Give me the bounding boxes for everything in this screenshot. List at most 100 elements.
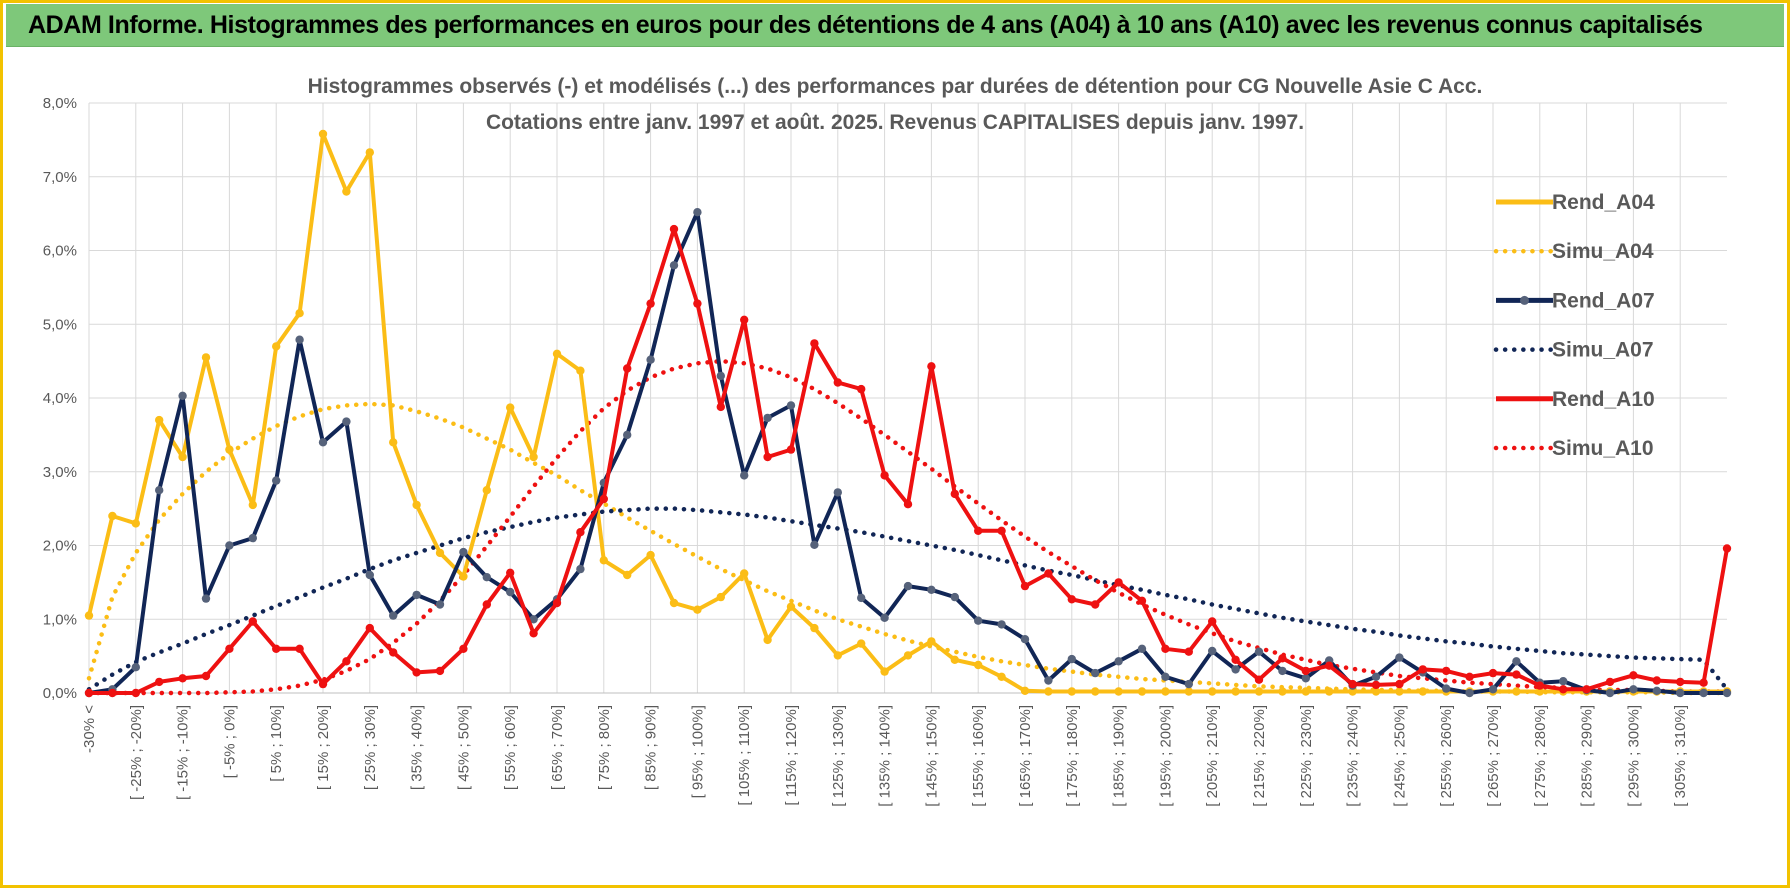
series-rend-a07-point [716, 371, 725, 381]
series-rend-a10-point [740, 315, 749, 324]
series-rend-a07-point [810, 540, 819, 549]
series-rend-a04-point [1184, 687, 1194, 696]
y-tick-label: 4,0% [43, 390, 77, 407]
series-rend-a10-point [529, 629, 538, 638]
series-rend-a10-point [1044, 569, 1053, 578]
x-tick-label: [ 255% ; 260%] [1438, 705, 1455, 807]
series-rend-a07-point [1559, 677, 1568, 686]
series-rend-a07-point [506, 587, 515, 597]
series-rend-a04-point [506, 403, 515, 412]
x-tick-label: [ 75% ; 80%] [596, 705, 613, 790]
x-tick-label: [ 35% ; 40%] [409, 705, 426, 790]
series-rend-a04-point [810, 623, 819, 633]
x-tick-label: [ 85% ; 90%] [643, 705, 660, 790]
series-rend-a10-point [1254, 675, 1264, 684]
series-rend-a07-point [178, 391, 187, 400]
x-tick-label: [ 205% ; 210%] [1204, 705, 1221, 807]
chart-title-line1: Histogrammes observés (-) et modélisés (… [308, 75, 1483, 98]
series-rend-a07-point [1629, 685, 1638, 694]
series-rend-a07-point [1442, 684, 1451, 693]
series-rend-a10-point [1325, 661, 1334, 670]
series-rend-a04-point [693, 605, 702, 614]
x-tick-label: [ 265% ; 270%] [1485, 705, 1502, 807]
series-rend-a07-point [833, 488, 842, 497]
series-rend-a07-point [201, 594, 211, 603]
page-title: ADAM Informe. Histogrammes des performan… [28, 11, 1703, 39]
x-tick-label: [ 225% ; 230%] [1298, 705, 1315, 807]
y-tick-label: 6,0% [43, 243, 77, 260]
series-rend-a10-point [1559, 685, 1568, 694]
series-rend-a10-point [716, 402, 725, 412]
series-rend-a07-point [225, 541, 234, 550]
grid [88, 102, 1727, 694]
series-rend-a10-point [412, 668, 421, 677]
series-rend-a07-point [669, 261, 679, 270]
series-rend-a07-point [1676, 688, 1685, 698]
series-rend-a07-point [318, 438, 328, 447]
series-rend-a10-point [108, 688, 117, 698]
series-rend-a04-point [1278, 687, 1287, 696]
series-rend-a04-point [412, 500, 421, 510]
series-rend-a07-point [412, 590, 421, 600]
series-rend-a04-point [1512, 687, 1521, 696]
series-rend-a04-point [1208, 687, 1217, 696]
series-rend-a07-point [1020, 635, 1030, 644]
series-rend-a10-point [1722, 544, 1732, 553]
legend-label-rend-a07: Rend_A07 [1552, 289, 1655, 312]
series-rend-a10-point [1371, 680, 1381, 690]
y-tick-label: 2,0% [43, 538, 77, 555]
series-rend-a10-point [1605, 677, 1615, 687]
series-rend-a04-point [1020, 686, 1030, 695]
series-rend-a04-point [84, 611, 94, 620]
series-rend-a10-point [389, 648, 398, 657]
series-rend-a07-point [155, 486, 164, 495]
series-rend-a07-point [927, 585, 936, 594]
series-rend-a07-point [1044, 676, 1053, 685]
series-rend-a07-point [1301, 674, 1311, 683]
series-rend-a07-point [1231, 665, 1240, 674]
series-rend-a10-point [1395, 679, 1404, 689]
series-rend-a07-point [1161, 672, 1170, 681]
series-rend-a10-point [1582, 685, 1591, 694]
x-tick-label: [ 115% ; 120%] [783, 705, 800, 806]
series-rend-a10-point [1184, 647, 1194, 656]
series-rend-a07-point [1395, 653, 1404, 662]
series-rend-a07-point [459, 547, 468, 557]
series-simu-a10-line [86, 358, 1730, 696]
series-rend-a07-point [482, 573, 491, 582]
series-rend-a10-point [833, 378, 842, 387]
series-rend-a07-point [248, 533, 257, 543]
series [84, 129, 1732, 698]
series-rend-a10-point [1231, 655, 1240, 664]
series-rend-a07-point [529, 615, 538, 624]
series-rend-a07-point [857, 593, 866, 603]
legend-marker [1520, 295, 1529, 305]
series-rend-a10-point [295, 644, 304, 653]
series-rend-a10-point [974, 526, 983, 535]
series-rend-a10-point [1348, 679, 1357, 689]
series-rend-a07-point [1114, 657, 1123, 666]
series-rend-a04-point [740, 569, 749, 578]
series-rend-a10-point [248, 617, 257, 626]
legend-label-simu-a04: Simu_A04 [1552, 240, 1654, 263]
y-tick-label: 7,0% [43, 169, 77, 186]
series-rend-a04-point [623, 570, 632, 580]
series-rend-a10-point [84, 688, 94, 698]
series-rend-a04-point [599, 556, 608, 565]
x-tick-label: [ 25% ; 30%] [362, 705, 379, 790]
series-rend-a10-point [155, 677, 164, 687]
x-tick-label: [ 195% ; 200%] [1157, 705, 1174, 807]
series-rend-a07-point [1371, 672, 1381, 681]
series-rend-a04-point [155, 415, 164, 425]
series-rend-a07-point [997, 620, 1006, 629]
series-rend-a04-point [365, 148, 374, 157]
series-rend-a10-point [693, 299, 702, 308]
series-rend-a07-point [646, 355, 655, 364]
y-tick-label: 8,0% [43, 95, 77, 112]
series-rend-a10-point [1652, 676, 1662, 685]
series-rend-a10-point [178, 674, 187, 683]
series-rend-a10-point [1301, 666, 1311, 676]
series-rend-a10-point [623, 364, 632, 373]
legend: Rend_A04 Simu_A04 Rend_A07 Simu_A07 Rend_A10… [1493, 191, 1655, 460]
series-rend-a04-point [459, 572, 468, 581]
